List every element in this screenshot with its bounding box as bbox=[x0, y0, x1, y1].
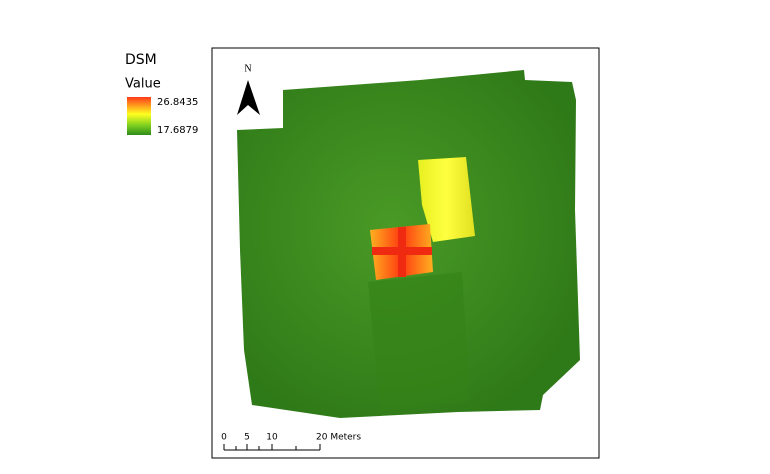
north-arrow: N bbox=[237, 63, 260, 115]
scale-label: 5 bbox=[244, 433, 250, 443]
scale-bar: 0 5 10 20 Meters bbox=[221, 433, 361, 451]
legend-title: DSM bbox=[125, 52, 157, 68]
north-label: N bbox=[244, 63, 251, 74]
legend-subtitle: Value bbox=[125, 77, 161, 92]
color-ramp bbox=[127, 97, 151, 135]
scale-label: 20 Meters bbox=[316, 433, 361, 443]
legend: DSM Value 26.8435 17.6879 bbox=[125, 52, 198, 136]
scale-label: 0 bbox=[221, 433, 227, 443]
scale-label: 10 bbox=[266, 433, 278, 443]
legend-low: 17.6879 bbox=[157, 125, 198, 136]
legend-high: 26.8435 bbox=[157, 97, 198, 108]
raster bbox=[237, 70, 580, 418]
